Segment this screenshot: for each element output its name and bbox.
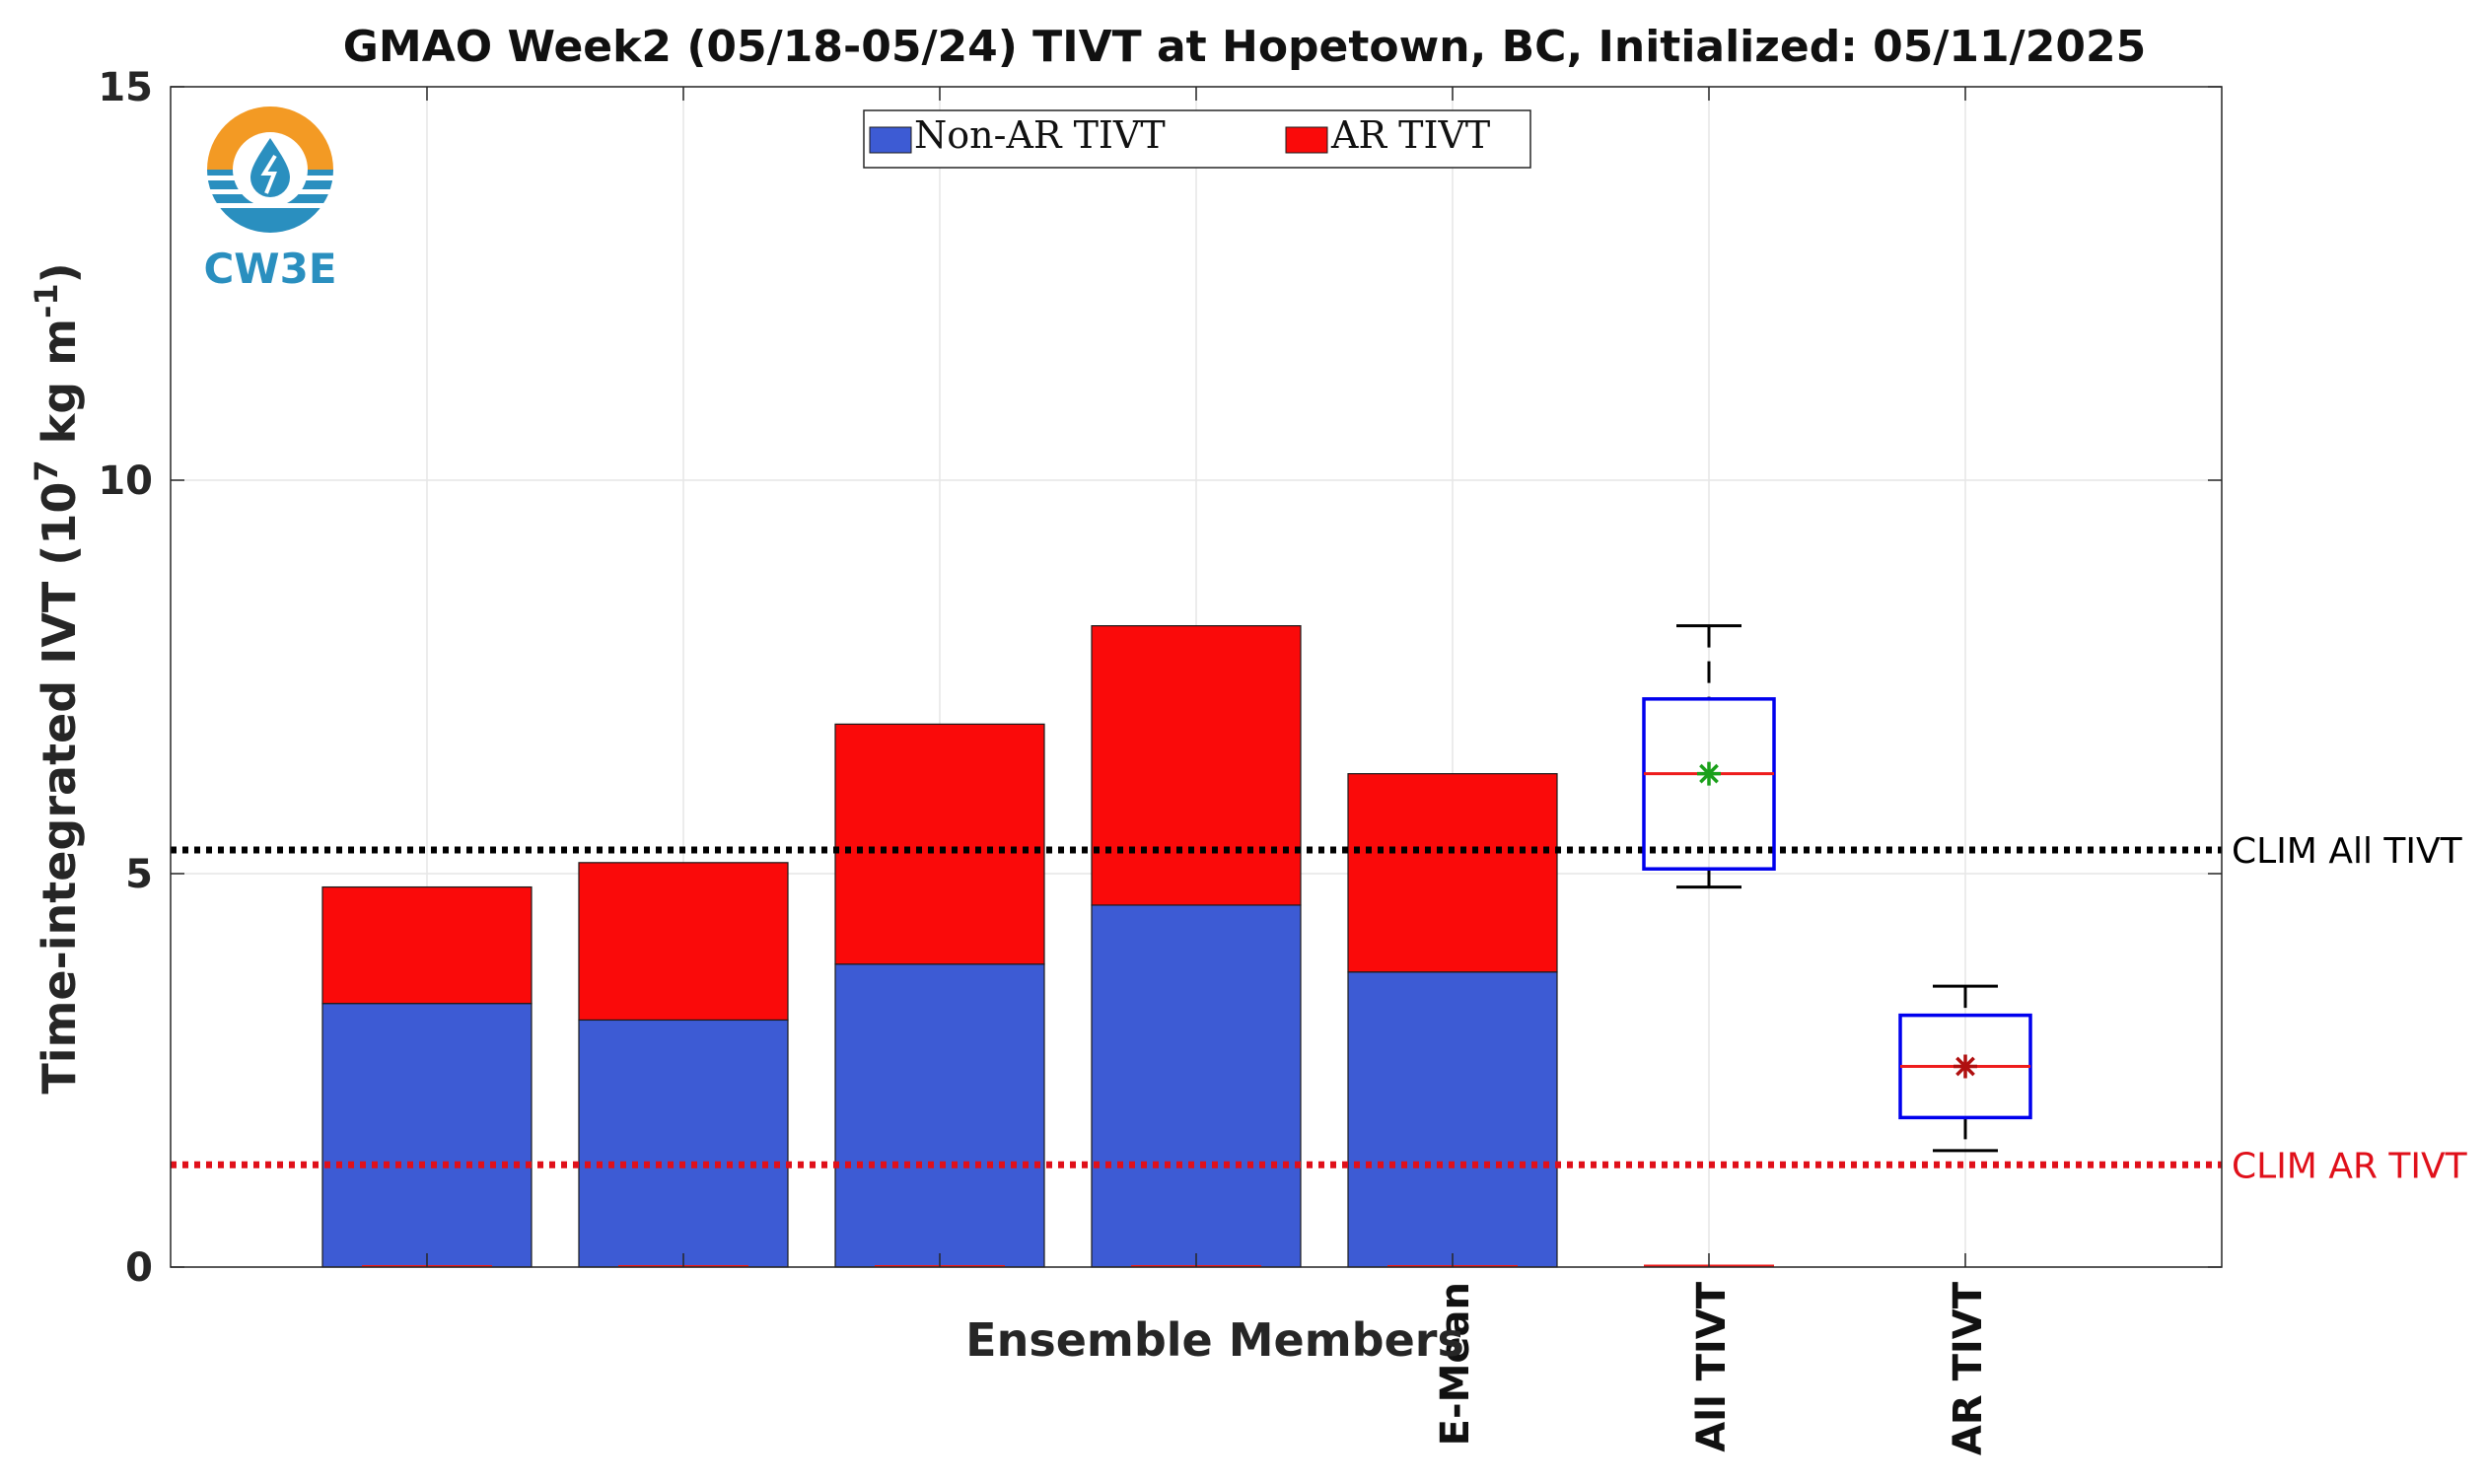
bar-non-ar xyxy=(1347,971,1558,1268)
mean-star-stroke xyxy=(1699,763,1719,784)
legend-swatch-non-ar xyxy=(869,126,912,154)
clim-ar-label: CLIM AR TIVT xyxy=(2232,1146,2468,1186)
y-tick-label: 5 xyxy=(125,852,153,897)
y-axis-label-exponent: 7 xyxy=(28,459,65,481)
bar-series xyxy=(321,625,1774,1268)
bar-non-ar xyxy=(321,1003,533,1268)
boxplots xyxy=(1642,624,2032,1153)
bar-ar xyxy=(321,885,533,1005)
clim-all-label: CLIM All TIVT xyxy=(2232,831,2463,872)
legend-swatch-ar xyxy=(1285,126,1328,154)
y-axis-label-main: Time-integrated IVT (10 xyxy=(33,482,86,1095)
box-mean-marker xyxy=(1954,1054,1977,1079)
cw3e-logo: CW3E xyxy=(202,106,340,293)
logo-text: CW3E xyxy=(203,245,336,293)
y-axis-label-unit: kg m xyxy=(33,318,86,459)
x-axis-label: Ensemble Members xyxy=(965,1313,1464,1367)
legend-label-non-ar: Non-AR TIVT xyxy=(914,113,1166,157)
x-tick-label: AR TIVT xyxy=(1946,1281,1991,1455)
legend-label-ar: AR TIVT xyxy=(1330,113,1490,157)
y-axis-label: Time-integrated IVT (107 kg m-1) xyxy=(28,262,86,1094)
bar-ar xyxy=(1347,773,1558,973)
bar-non-ar xyxy=(1091,904,1302,1268)
y-axis-label-close: ) xyxy=(33,262,86,283)
x-axis-ticks: E-Mean All TIVT AR TIVT xyxy=(426,87,1991,1455)
bar-ar xyxy=(578,862,789,1022)
bar-non-ar xyxy=(578,1019,789,1268)
bar-ar xyxy=(834,723,1045,965)
y-tick-label: 15 xyxy=(98,65,153,110)
legend-box xyxy=(863,109,1531,169)
legend: Non-AR TIVT AR TIVT xyxy=(863,109,1531,169)
mean-star-stroke xyxy=(1955,1056,1975,1077)
chart-title: GMAO Week2 (05/18-05/24) TIVT at Hopetow… xyxy=(343,22,2146,72)
reference-lines: CLIM All TIVT CLIM AR TIVT xyxy=(171,831,2468,1186)
y-axis-ticks: 0 5 10 15 xyxy=(98,65,2222,1291)
box-mean-marker xyxy=(1697,761,1721,786)
x-tick-label: All TIVT xyxy=(1689,1281,1735,1451)
bar-ar xyxy=(1091,625,1302,906)
bar-non-ar xyxy=(834,963,1045,1268)
y-tick-label: 10 xyxy=(98,459,153,504)
y-tick-label: 0 xyxy=(125,1245,153,1291)
x-tick-label: E-Mean xyxy=(1433,1282,1478,1446)
y-axis-label-unit-exponent: -1 xyxy=(28,283,65,318)
box-iqr xyxy=(1642,697,1776,871)
